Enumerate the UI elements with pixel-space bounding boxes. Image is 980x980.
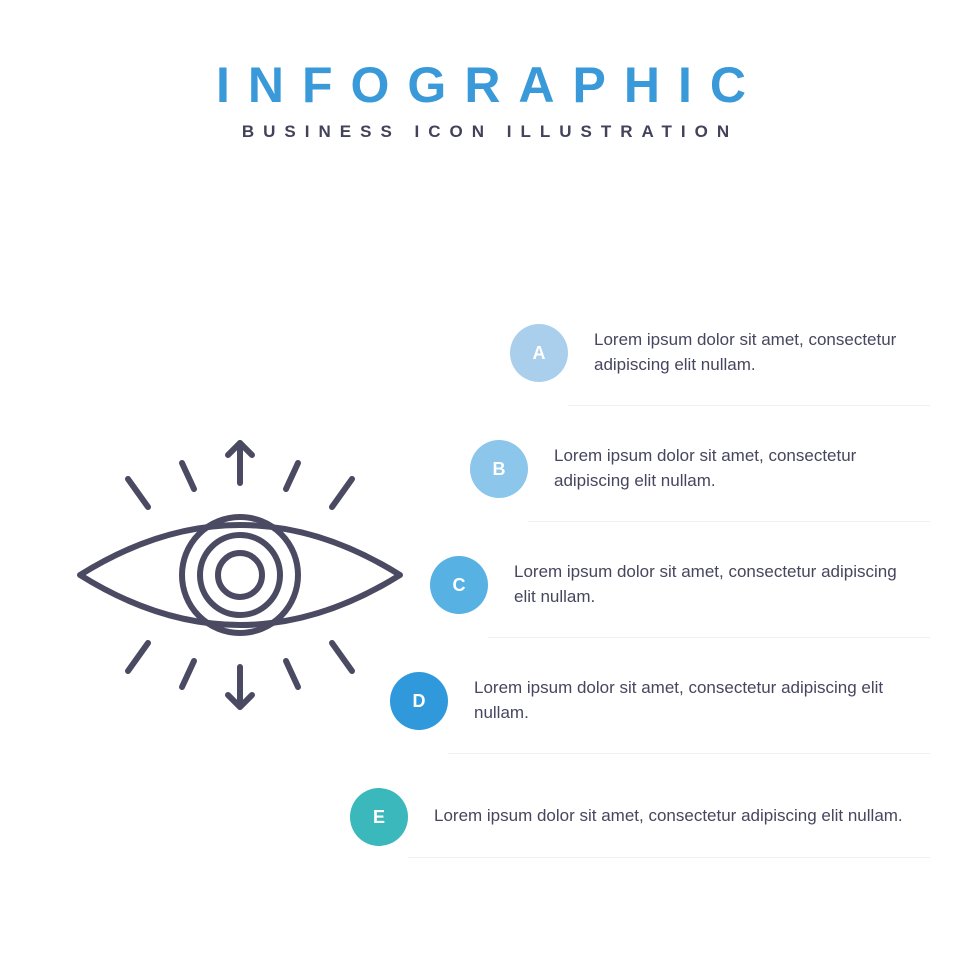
step-circle-b: B: [470, 440, 528, 498]
step-circle-c: C: [430, 556, 488, 614]
step-text-d: Lorem ipsum dolor sit amet, consectetur …: [448, 648, 930, 754]
step-text-e: Lorem ipsum dolor sit amet, consectetur …: [408, 776, 930, 858]
step-circle-e: E: [350, 788, 408, 846]
step-d: DLorem ipsum dolor sit amet, consectetur…: [350, 643, 930, 759]
step-text-a: Lorem ipsum dolor sit amet, consectetur …: [568, 300, 930, 406]
page-subtitle: BUSINESS ICON ILLUSTRATION: [0, 122, 980, 142]
header: INFOGRAPHIC BUSINESS ICON ILLUSTRATION: [0, 0, 980, 142]
step-b: BLorem ipsum dolor sit amet, consectetur…: [350, 411, 930, 527]
steps-list: ALorem ipsum dolor sit amet, consectetur…: [350, 295, 930, 875]
step-circle-d: D: [390, 672, 448, 730]
step-e: ELorem ipsum dolor sit amet, consectetur…: [350, 759, 930, 875]
page-title: INFOGRAPHIC: [0, 56, 980, 114]
step-text-b: Lorem ipsum dolor sit amet, consectetur …: [528, 416, 930, 522]
step-circle-a: A: [510, 324, 568, 382]
content: ALorem ipsum dolor sit amet, consectetur…: [0, 295, 980, 915]
step-c: CLorem ipsum dolor sit amet, consectetur…: [350, 527, 930, 643]
step-text-c: Lorem ipsum dolor sit amet, consectetur …: [488, 532, 930, 638]
step-a: ALorem ipsum dolor sit amet, consectetur…: [350, 295, 930, 411]
